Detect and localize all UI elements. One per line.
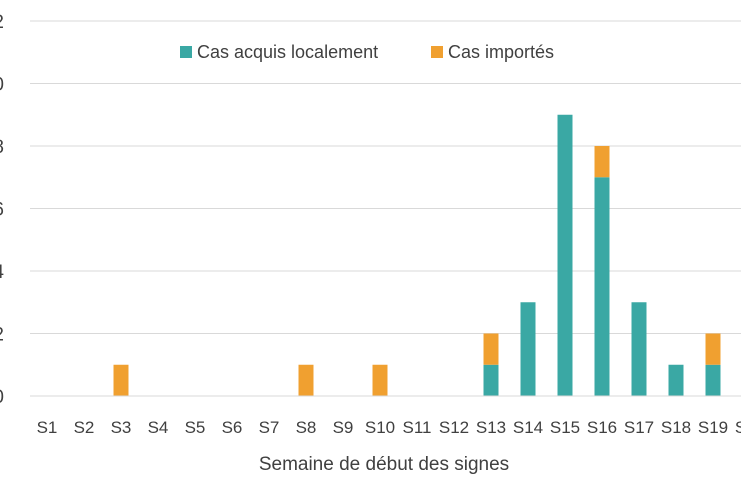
x-tick-label: S1 xyxy=(37,418,58,437)
x-tick-label: S8 xyxy=(296,418,317,437)
bar-imported-s3 xyxy=(113,364,129,396)
x-tick-label: S9 xyxy=(333,418,354,437)
x-tick-label: S20 xyxy=(735,418,741,437)
y-tick-label: 10 xyxy=(0,75,4,96)
bar-local-s15 xyxy=(557,114,573,396)
x-tick-label: S13 xyxy=(476,418,506,437)
bar-imported-s10 xyxy=(372,364,388,396)
x-tick-label: S15 xyxy=(550,418,580,437)
x-tick-label: S16 xyxy=(587,418,617,437)
x-tick-label: S17 xyxy=(624,418,654,437)
y-tick-label: 8 xyxy=(0,137,4,158)
x-tick-label: S11 xyxy=(403,418,432,437)
bar-imported-s19 xyxy=(705,333,721,365)
x-axis-label: Semaine de début des signes xyxy=(259,454,509,475)
x-tick-label: S19 xyxy=(698,418,728,437)
x-tick-label: S10 xyxy=(365,418,395,437)
legend-swatch-imported xyxy=(431,46,443,58)
x-axis-ticks: S1 S2 S3 S4 S5 S6 S7 S8 S9 S10 S11 S12 S13 S14 S15 S16 S… xyxy=(37,418,741,437)
gridlines xyxy=(30,20,741,334)
x-tick-label: S12 xyxy=(439,418,469,437)
bar-local-s17 xyxy=(631,302,647,396)
legend-swatch-local xyxy=(180,46,192,58)
y-axis-ticks: 0 2 4 6 8 10 12 xyxy=(0,12,4,408)
x-tick-label: S7 xyxy=(259,418,280,437)
bar-local-s18 xyxy=(668,364,684,396)
bar-local-s16 xyxy=(594,177,610,396)
bar-local-s19 xyxy=(705,364,721,396)
x-tick-label: S3 xyxy=(111,418,132,437)
legend-label-local: Cas acquis localement xyxy=(197,42,378,62)
bars xyxy=(113,114,721,396)
x-tick-label: S6 xyxy=(222,418,243,437)
y-tick-label: 4 xyxy=(0,262,4,283)
x-tick-label: S4 xyxy=(148,418,169,437)
y-tick-label: 6 xyxy=(0,200,4,221)
bar-local-s13 xyxy=(483,364,499,396)
y-tick-label: 0 xyxy=(0,387,4,408)
bar-imported-s13 xyxy=(483,333,499,365)
x-tick-label: S5 xyxy=(185,418,206,437)
legend: Cas acquis localement Cas importés xyxy=(180,42,554,62)
x-tick-label: S2 xyxy=(74,418,95,437)
y-tick-label: 2 xyxy=(0,325,4,346)
x-tick-label: S18 xyxy=(661,418,691,437)
y-tick-label: 12 xyxy=(0,12,4,33)
bar-imported-s8 xyxy=(298,364,314,396)
legend-label-imported: Cas importés xyxy=(448,42,554,62)
x-tick-label: S14 xyxy=(513,418,543,437)
bar-imported-s16 xyxy=(594,146,610,178)
bar-local-s14 xyxy=(520,302,536,396)
